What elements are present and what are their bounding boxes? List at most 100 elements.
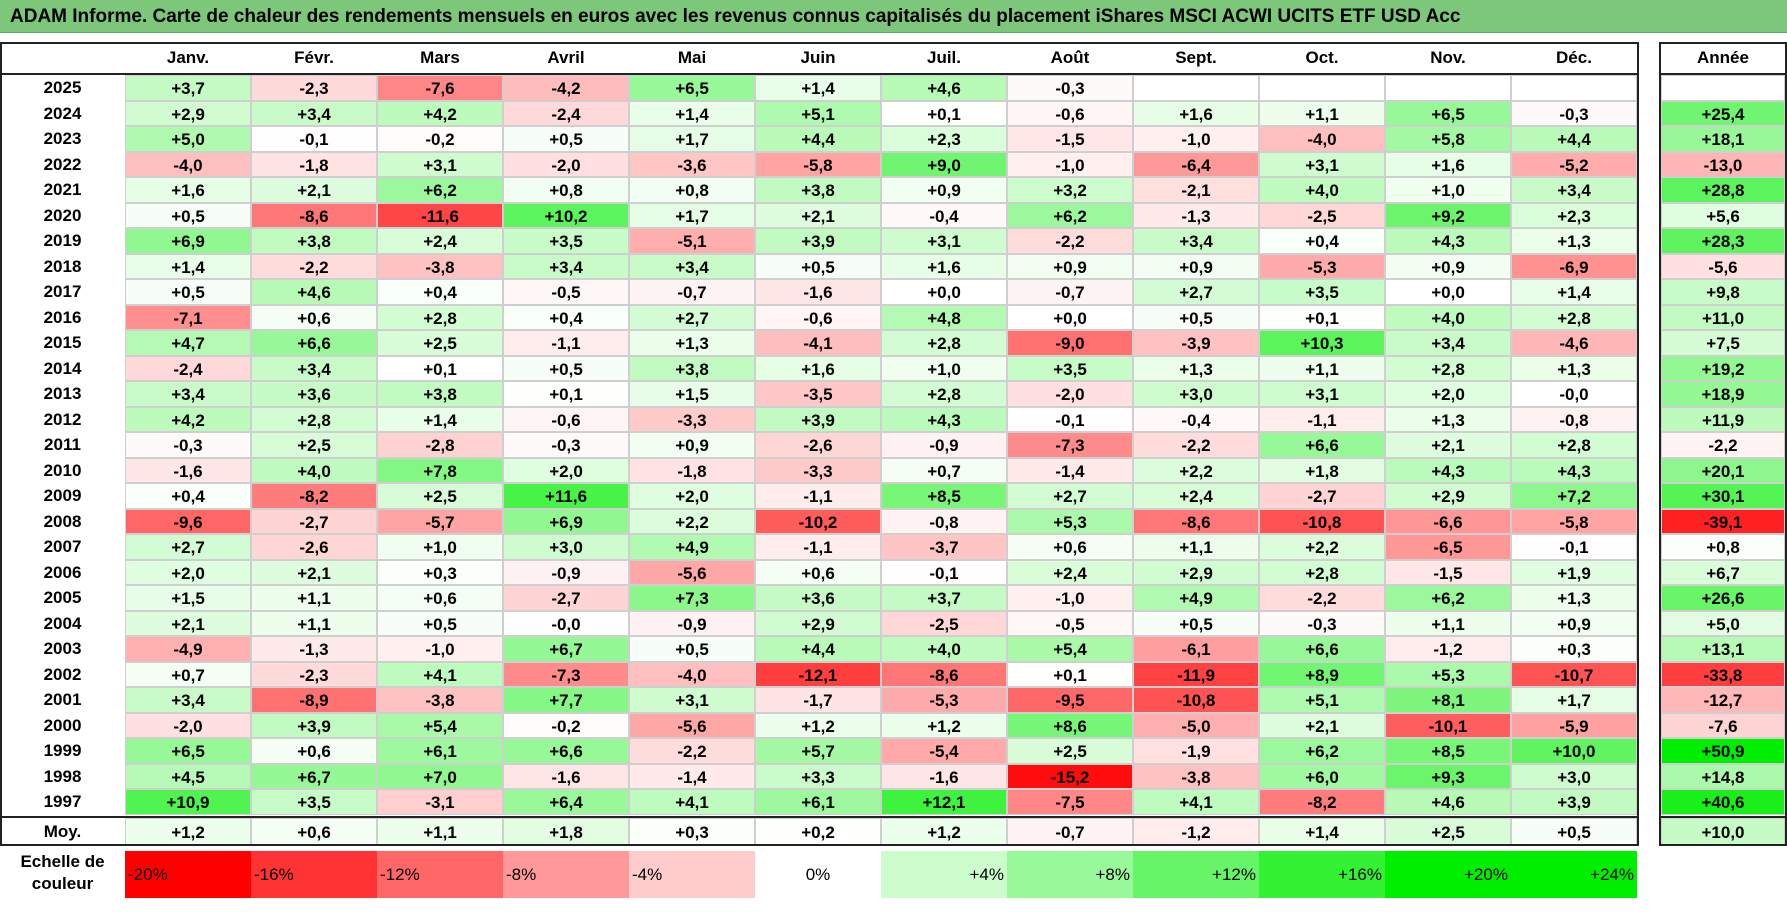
heatmap-cell: +1,8: [1259, 457, 1385, 483]
heatmap-cell: +4,6: [1385, 789, 1511, 815]
heatmap-cell: +3,6: [251, 381, 377, 407]
column-header: Août: [1007, 42, 1133, 73]
color-scale-stop: +4%: [881, 851, 1007, 898]
heatmap-cell: +3,5: [503, 228, 629, 254]
heatmap-cell: +0,6: [251, 738, 377, 764]
color-scale-stop: 0%: [755, 851, 881, 898]
heatmap-cell: -5,6: [629, 559, 755, 585]
heatmap-cell: +3,4: [629, 253, 755, 279]
heatmap-cell: -2,2: [629, 738, 755, 764]
heatmap-cell: +0,1: [881, 100, 1007, 126]
heatmap-cell: +7,2: [1511, 483, 1637, 509]
heatmap-cell: +2,0: [629, 483, 755, 509]
heatmap-cell: +4,4: [1511, 126, 1637, 152]
row-year-label: 2013: [43, 384, 82, 403]
heatmap-cell: +1,9: [1511, 559, 1637, 585]
column-header: Juin: [755, 42, 881, 73]
heatmap-cell: +2,8: [1511, 304, 1637, 330]
heatmap-cell: +6,6: [503, 738, 629, 764]
heatmap-cell: +3,9: [1511, 789, 1637, 815]
heatmap-cell: -2,5: [881, 610, 1007, 636]
heatmap-cell: +6,5: [1385, 100, 1511, 126]
heatmap-cell: -10,8: [1259, 508, 1385, 534]
color-scale-stop: -8%: [503, 851, 629, 898]
heatmap-cell: -5,2: [1511, 151, 1637, 177]
annual-cell: [1661, 75, 1785, 101]
heatmap-cell: +5,3: [1385, 661, 1511, 687]
row-year-label: 2023: [43, 129, 82, 148]
heatmap-cell: +0,5: [629, 636, 755, 662]
heatmap-cell: +3,5: [251, 789, 377, 815]
heatmap-cell: +3,1: [881, 228, 1007, 254]
heatmap-cell: +2,1: [251, 177, 377, 203]
heatmap-cell: -6,6: [1385, 508, 1511, 534]
heatmap-cell: +3,3: [755, 763, 881, 789]
column-header: Nov.: [1385, 42, 1511, 73]
heatmap-cell: +0,0: [881, 279, 1007, 305]
column-header: Mai: [629, 42, 755, 73]
heatmap-cell: +3,4: [1511, 177, 1637, 203]
heatmap-cell: +4,8: [881, 304, 1007, 330]
heatmap-cell: +1,0: [377, 534, 503, 560]
heatmap-cell: +0,0: [1007, 304, 1133, 330]
heatmap-cell: -2,4: [125, 355, 251, 381]
annual-column-header: Année: [1661, 42, 1785, 73]
heatmap-cell: +6,4: [503, 789, 629, 815]
row-year-label: 2012: [43, 409, 82, 429]
row-year-label: 2016: [43, 307, 82, 327]
heatmap-cell: -2,7: [1259, 483, 1385, 509]
heatmap-cell: +0,1: [503, 381, 629, 407]
heatmap-cell: +0,5: [503, 355, 629, 381]
row-year-label: 2022: [43, 154, 82, 174]
heatmap-cell: +5,7: [755, 738, 881, 764]
heatmap-cell: -4,9: [125, 636, 251, 662]
heatmap-cell: -8,2: [1259, 789, 1385, 815]
heatmap-cell: +3,4: [1385, 330, 1511, 356]
color-scale-label: Echelle de couleur: [20, 852, 105, 893]
average-cell: +1,8: [503, 817, 629, 845]
heatmap-cell: +2,1: [1385, 432, 1511, 458]
heatmap-cell: +5,8: [1385, 126, 1511, 152]
heatmap-cell: +2,8: [377, 304, 503, 330]
heatmap-cell: -1,1: [755, 534, 881, 560]
heatmap-cell: -1,4: [1007, 457, 1133, 483]
heatmap-cell: +6,7: [251, 763, 377, 789]
heatmap-cell: -3,8: [1133, 763, 1259, 789]
heatmap-cell: +2,8: [1511, 432, 1637, 458]
heatmap-cell: -2,4: [503, 100, 629, 126]
heatmap-cell: -3,9: [1133, 330, 1259, 356]
average-cell: +0,3: [629, 817, 755, 845]
heatmap-cell: +3,8: [251, 228, 377, 254]
heatmap-cell: +3,8: [629, 355, 755, 381]
heatmap-cell: -1,3: [251, 636, 377, 662]
heatmap-cell: +3,8: [377, 381, 503, 407]
heatmap-cell: +1,6: [755, 355, 881, 381]
heatmap-cell: +1,0: [1385, 177, 1511, 203]
annual-cell: +28,3: [1661, 228, 1785, 254]
annual-cell: +6,7: [1661, 559, 1785, 585]
row-year-label: 2007: [43, 537, 82, 556]
color-scale-stop: -4%: [629, 851, 755, 898]
column-header: Mars: [377, 42, 503, 73]
heatmap-cell: +0,1: [1259, 304, 1385, 330]
heatmap-cell: -5,3: [1259, 253, 1385, 279]
heatmap-cell: +6,5: [629, 75, 755, 101]
heatmap-cell: -0,4: [1133, 406, 1259, 432]
heatmap-cell: [1511, 75, 1637, 101]
heatmap-cell: +4,6: [251, 279, 377, 305]
heatmap-cell: -1,8: [251, 151, 377, 177]
color-scale-stop: -16%: [251, 851, 377, 898]
heatmap-cell: -0,3: [1007, 75, 1133, 101]
heatmap-cell: +6,2: [377, 177, 503, 203]
heatmap-cell: +1,7: [629, 202, 755, 228]
heatmap-cell: +9,0: [881, 151, 1007, 177]
row-year-label: 2014: [43, 358, 82, 378]
heatmap-cell: -4,1: [755, 330, 881, 356]
heatmap-cell: +4,1: [377, 661, 503, 687]
row-year-label: 1999: [43, 741, 82, 760]
heatmap-cell: +1,4: [629, 100, 755, 126]
heatmap-cell: -0,6: [1007, 100, 1133, 126]
column-header: Févr.: [251, 42, 377, 73]
heatmap-cell: +6,6: [251, 330, 377, 356]
heatmap-cell: -2,0: [125, 712, 251, 738]
